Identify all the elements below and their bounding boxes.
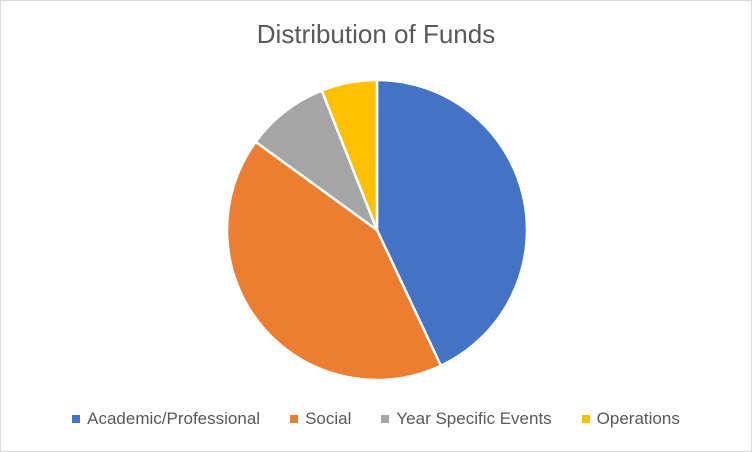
pie-slice-operations [320,78,379,232]
legend-swatch [72,415,81,423]
legend-item-year-specific-events: Year Specific Events [381,409,552,429]
legend-swatch [290,415,299,423]
legend-label: Year Specific Events [396,409,552,428]
pie-slice-social [225,140,443,382]
legend-item-social: Social [290,409,351,429]
legend-swatch [581,415,590,423]
pie-slice-year-specific-events [254,89,379,232]
pie-slice-academic-professional [375,78,529,367]
chart-legend: Academic/Professional Social Year Specific… [1,409,751,429]
legend-item-operations: Operations [581,409,680,429]
legend-item-academic-professional: Academic/Professional [72,409,260,429]
legend-label: Academic/Professional [87,409,261,428]
legend-label: Social [305,409,352,428]
legend-label: Operations [596,409,680,428]
chart-title: Distribution of Funds [256,19,496,49]
legend-swatch [381,415,390,423]
